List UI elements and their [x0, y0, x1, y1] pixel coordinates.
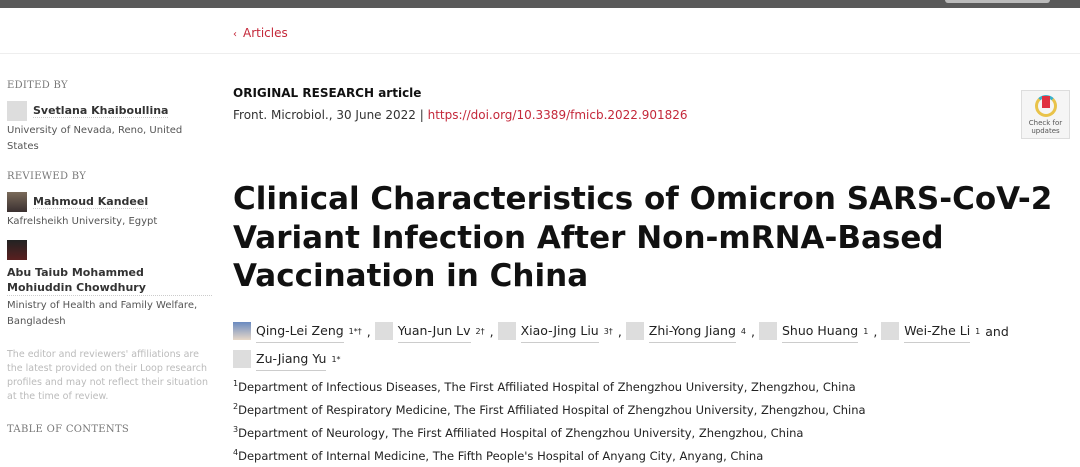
- affiliation-text: Department of Respiratory Medicine, The …: [238, 402, 866, 417]
- author-name[interactable]: Shuo Huang: [781, 319, 859, 343]
- reviewer[interactable]: Mahmoud Kandeel: [7, 192, 212, 212]
- author-name[interactable]: Wei-Zhe Li: [904, 319, 971, 343]
- editor[interactable]: Svetlana Khaiboullina: [7, 101, 212, 121]
- author-list: Qing-Lei Zeng 1*†, Yuan-Jun Lv 2†, Xiao-Ji…: [233, 319, 1078, 375]
- back-label: Articles: [243, 26, 288, 40]
- citation: Front. Microbiol., 30 June 2022 | https:…: [233, 108, 1073, 122]
- author[interactable]: Yuan-Jun Lv 2†,: [374, 319, 494, 343]
- author[interactable]: Zu-Jiang Yu 1*: [233, 347, 346, 371]
- reviewer[interactable]: Abu Taiub Mohammed Mohiuddin Chowdhury: [7, 240, 212, 296]
- avatar-placeholder-icon: [374, 322, 393, 340]
- article-header: ORIGINAL RESEARCH article Front. Microbi…: [233, 86, 1073, 122]
- sidebar: EDITED BY Svetlana Khaiboullina Universi…: [7, 80, 212, 445]
- affiliation-number: 2: [233, 402, 239, 412]
- author-separator: ,: [617, 323, 622, 339]
- author-separator: ,: [366, 323, 371, 339]
- avatar-placeholder-icon: [625, 322, 644, 340]
- author-separator: ,: [751, 323, 755, 339]
- author-separator: and: [985, 323, 1009, 339]
- affiliation-note: The editor and reviewers' affiliations a…: [7, 349, 209, 402]
- affiliation: 3Department of Neurology, The First Affi…: [233, 420, 866, 443]
- doi-link[interactable]: https://doi.org/10.3389/fmicb.2022.90182…: [427, 108, 688, 122]
- author-name[interactable]: Xiao-Jing Liu: [520, 319, 599, 343]
- author-separator: ,: [873, 323, 878, 339]
- top-nav: ‹ Articles: [0, 8, 1080, 54]
- reviewer-affiliation: Ministry of Health and Family Welfare, B…: [7, 300, 198, 327]
- reviewed-by-heading: REVIEWED BY: [7, 171, 87, 182]
- badge-label: Check for updates: [1028, 119, 1063, 135]
- author-separator: ,: [489, 323, 494, 339]
- author-affiliation-marker: 2†: [475, 326, 485, 336]
- citation-text: Front. Microbiol., 30 June 2022 |: [233, 108, 424, 122]
- affiliation-text: Department of Internal Medicine, The Fif…: [238, 449, 764, 464]
- reviewer-name[interactable]: Mahmoud Kandeel: [33, 195, 149, 209]
- author[interactable]: Zhi-Yong Jiang 4,: [625, 319, 755, 343]
- article-title: Clinical Characteristics of Omicron SARS…: [233, 181, 1053, 294]
- author-affiliation-marker: 1*†: [348, 326, 362, 336]
- author-name[interactable]: Zhi-Yong Jiang: [648, 319, 736, 343]
- toc-heading[interactable]: TABLE OF CONTENTS: [7, 424, 130, 435]
- affiliation: 1Department of Infectious Diseases, The …: [233, 374, 866, 397]
- browser-top-bar: [0, 0, 1080, 8]
- edited-by-heading: EDITED BY: [7, 80, 68, 91]
- avatar: [7, 192, 27, 212]
- author-name[interactable]: Qing-Lei Zeng: [256, 319, 344, 343]
- avatar-placeholder-icon: [7, 101, 27, 121]
- author[interactable]: Shuo Huang 1,: [758, 319, 878, 343]
- affiliation: 4Department of Internal Medicine, The Fi…: [233, 443, 866, 466]
- editor-name[interactable]: Svetlana Khaiboullina: [33, 104, 169, 118]
- avatar-placeholder-icon: [497, 322, 516, 340]
- author-affiliation-marker: 4: [740, 326, 746, 336]
- author-name[interactable]: Yuan-Jun Lv: [397, 319, 471, 343]
- author[interactable]: Xiao-Jing Liu 3†,: [497, 319, 622, 343]
- affiliation-text: Department of Infectious Diseases, The F…: [238, 379, 856, 394]
- reviewer-name[interactable]: Abu Taiub Mohammed Mohiuddin Chowdhury: [7, 265, 212, 296]
- affiliation-text: Department of Neurology, The First Affil…: [238, 426, 804, 441]
- author-affiliation-marker: 3†: [603, 326, 613, 336]
- affiliation: 2Department of Respiratory Medicine, The…: [233, 397, 866, 420]
- back-to-articles-link[interactable]: ‹ Articles: [233, 26, 288, 40]
- author-affiliation-marker: 1: [863, 326, 869, 336]
- avatar-placeholder-icon: [758, 322, 777, 340]
- author[interactable]: Wei-Zhe Li 1 and: [881, 319, 1009, 343]
- chevron-left-icon: ‹: [233, 29, 237, 40]
- author-name[interactable]: Zu-Jiang Yu: [256, 347, 327, 371]
- author-affiliation-marker: 1*: [331, 354, 341, 364]
- affiliation-number: 4: [233, 448, 239, 458]
- article-type: ORIGINAL RESEARCH article: [233, 86, 422, 100]
- author-affiliation-marker: 1: [975, 326, 981, 336]
- editor-affiliation: University of Nevada, Reno, United State…: [7, 125, 183, 152]
- address-bar[interactable]: [945, 0, 1050, 3]
- affiliation-list: 1Department of Infectious Diseases, The …: [233, 374, 866, 467]
- avatar: [7, 240, 27, 260]
- avatar-placeholder-icon: [233, 350, 251, 368]
- crossmark-icon: [1034, 95, 1057, 117]
- affiliation-number: 1: [233, 379, 239, 388]
- affiliation-number: 3: [233, 425, 239, 435]
- reviewer-affiliation: Kafrelsheikh University, Egypt: [7, 216, 158, 227]
- avatar: [233, 322, 251, 340]
- author[interactable]: Qing-Lei Zeng 1*†,: [233, 319, 371, 343]
- check-for-updates-badge[interactable]: Check for updates: [1021, 90, 1070, 139]
- avatar-placeholder-icon: [881, 322, 900, 340]
